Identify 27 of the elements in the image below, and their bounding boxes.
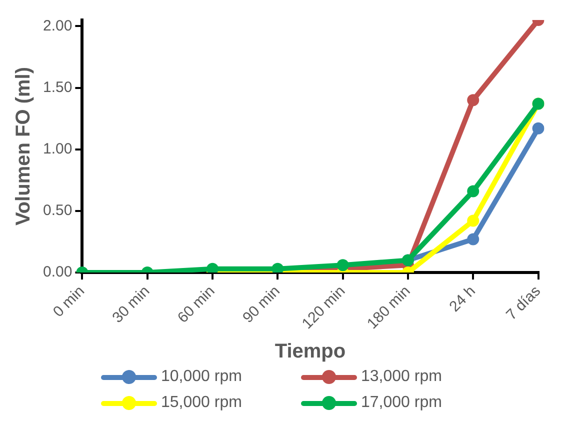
y-tick-label: 0.50 <box>42 202 72 220</box>
y-tick-label: 1.50 <box>42 78 72 96</box>
point <box>467 214 480 227</box>
point <box>532 122 544 134</box>
point <box>467 233 480 246</box>
y-tick-label: 0.00 <box>42 264 72 281</box>
x-tick-label: 7 días <box>503 282 544 324</box>
y-axis-title: Volumen FO (ml) <box>12 67 35 226</box>
x-tick-label: 120 min <box>298 282 349 332</box>
y-tick-label: 1.00 <box>42 140 72 158</box>
x-tick-label: 24 h <box>446 282 479 316</box>
x-tick-label: 60 min <box>174 282 218 326</box>
y-tick-label: 2.00 <box>42 17 72 34</box>
point <box>467 94 480 106</box>
x-tick-label: 0 min <box>50 282 88 321</box>
x-tick-label: 180 min <box>364 282 414 332</box>
legend-label: 17,000 rpm <box>361 394 442 412</box>
point <box>467 185 480 198</box>
x-tick-label: 90 min <box>240 282 284 326</box>
legend-label: 10,000 rpm <box>161 368 242 386</box>
x-tick-label: 30 min <box>109 282 154 326</box>
point <box>206 262 219 273</box>
legend-label: 13,000 rpm <box>361 368 442 386</box>
legend-label: 15,000 rpm <box>161 394 242 412</box>
x-axis-title: Tiempo <box>274 340 346 363</box>
point <box>272 262 284 273</box>
point <box>336 259 349 272</box>
